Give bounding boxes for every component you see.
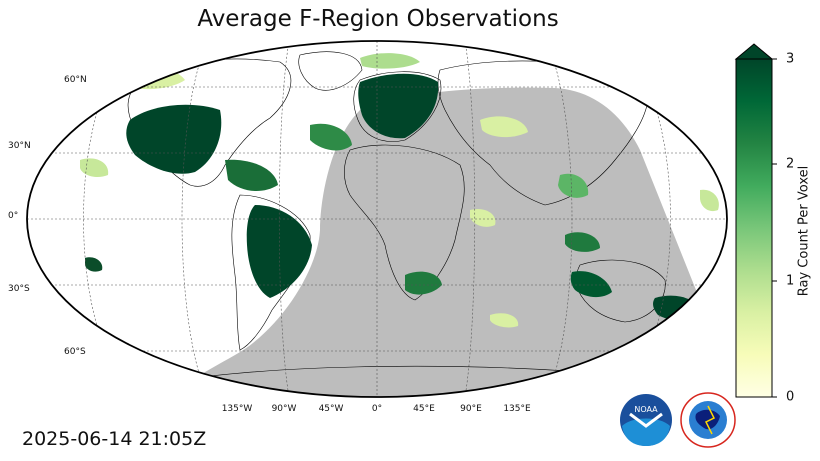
map-content <box>27 41 727 397</box>
patch-southern-ocean-light <box>490 313 519 328</box>
colorbar-tick-0: 0 <box>786 389 795 405</box>
lon-label-0: 0° <box>371 404 383 414</box>
ray-count-patches <box>80 53 719 328</box>
patch-south-pacific-dark <box>85 257 103 272</box>
patch-north-america <box>126 104 222 174</box>
patch-indonesia <box>565 232 600 252</box>
timestamp: 2025-06-14 21:05Z <box>22 428 207 450</box>
lon-label-45e: 45°E <box>413 404 435 414</box>
africa <box>344 144 465 301</box>
map: 60°N 30°N 0° 30°S 60°S 135°W 90°W 45°W 0… <box>8 40 728 414</box>
colorbar-tick-1: 1 <box>786 273 795 289</box>
colorbar-extend-arrow <box>734 43 774 60</box>
lat-label-30s: 30°S <box>8 284 30 294</box>
south-america <box>231 194 311 351</box>
colorbar-label: Ray Count Per Voxel <box>796 165 812 297</box>
logos-svg: NOAA <box>620 392 736 448</box>
greenland <box>298 51 363 91</box>
noaa-logo: NOAA <box>620 394 672 446</box>
patch-australia <box>570 271 612 298</box>
lat-label-60n: 60°N <box>64 75 87 85</box>
logos: NOAA <box>620 392 740 452</box>
europe <box>353 71 442 142</box>
lat-label-30n: 30°N <box>8 141 31 151</box>
lon-label-90w: 90°W <box>271 404 297 414</box>
svg-text:NOAA: NOAA <box>634 405 658 414</box>
lon-label-135w: 135°W <box>221 404 253 414</box>
lon-label-90e: 90°E <box>460 404 482 414</box>
patch-pacific-light <box>700 189 719 212</box>
map-title: Average F-Region Observations <box>197 6 559 32</box>
map-svg <box>26 40 728 398</box>
colorbar: 0 1 2 3 <box>730 40 820 410</box>
colorbar-tick-marks <box>772 58 777 398</box>
patch-south-america <box>246 205 312 298</box>
lat-label-equator: 0° <box>8 211 19 221</box>
lat-label-60s: 60°S <box>64 347 86 357</box>
lon-label-45w: 45°W <box>318 404 344 414</box>
colorbar-tick-2: 2 <box>786 156 795 172</box>
colorbar-gradient <box>735 58 773 398</box>
patch-south-atlantic-light <box>470 208 496 227</box>
patch-caribbean-light <box>80 158 109 178</box>
patch-west-europe-atlantic <box>310 123 352 151</box>
colorbar-svg <box>734 43 777 398</box>
patch-east-asia <box>558 173 589 198</box>
globe-border <box>26 40 728 398</box>
patch-europe <box>358 73 439 139</box>
patch-central-america <box>225 159 278 192</box>
patch-southern-africa <box>405 271 442 295</box>
patch-asia-light <box>480 116 528 138</box>
night-shading <box>150 87 700 397</box>
patch-arctic-light <box>360 53 420 69</box>
colorbar-tick-3: 3 <box>786 51 795 67</box>
lon-label-135e: 135°E <box>503 404 531 414</box>
national-weather-service-logo <box>680 392 736 448</box>
